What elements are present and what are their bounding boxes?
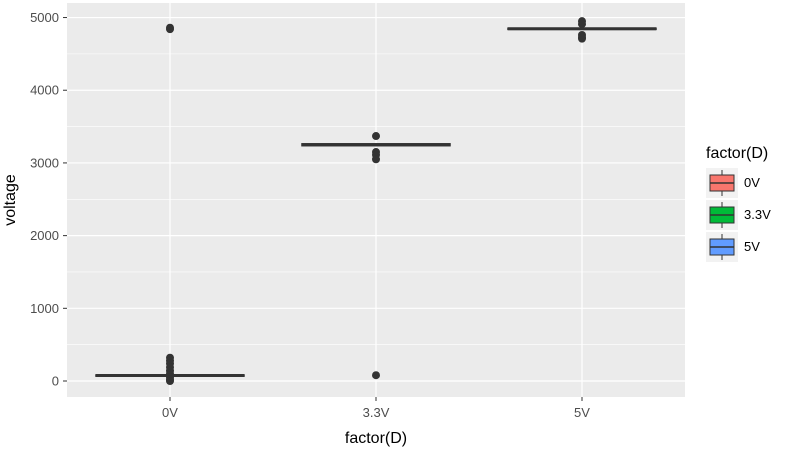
outlier-point-3.3V (372, 132, 380, 141)
legend-keys: 0V 3.3V 5V (706, 168, 771, 262)
outlier-point-5V (578, 34, 586, 43)
legend: factor(D) 0V 3.3V 5V (706, 145, 771, 262)
y-tick-label: 3000 (30, 155, 59, 170)
y-tick-label: 5000 (30, 10, 59, 25)
x-tick-label: 0V (162, 405, 178, 420)
legend-label: 0V (744, 175, 760, 190)
x-tick-label: 3.3V (363, 405, 390, 420)
outlier-point-3.3V (372, 371, 380, 380)
y-tick-label: 4000 (30, 83, 59, 98)
outlier-point-3.3V (372, 155, 380, 164)
x-axis-ticks: 0V 3.3V 5V (162, 397, 590, 420)
x-axis-title: factor(D) (345, 430, 407, 447)
y-tick-label: 1000 (30, 301, 59, 316)
y-tick-label: 2000 (30, 228, 59, 243)
x-tick-label: 5V (574, 405, 590, 420)
outlier-point-0V (166, 25, 174, 34)
legend-label: 5V (744, 239, 760, 254)
outlier-point-5V (578, 20, 586, 29)
y-axis-title: voltage (2, 174, 19, 226)
outlier-point-0V (166, 377, 174, 386)
legend-label: 3.3V (744, 207, 771, 222)
y-axis-ticks: 0 1000 2000 3000 4000 5000 (30, 10, 67, 389)
outlier-points (166, 17, 586, 386)
y-tick-label: 0 (52, 374, 59, 389)
legend-title: factor(D) (706, 145, 768, 162)
